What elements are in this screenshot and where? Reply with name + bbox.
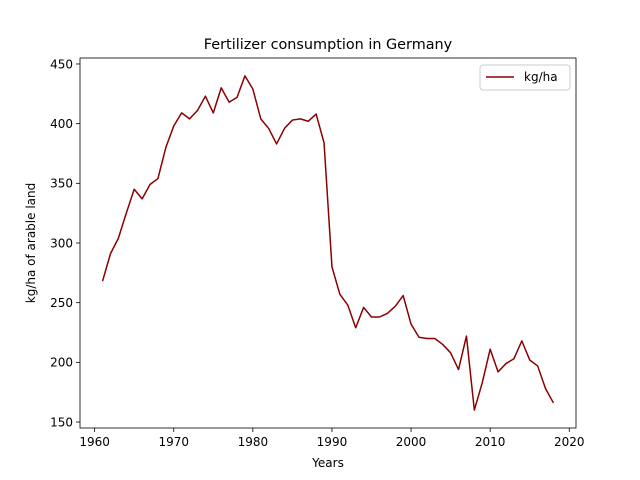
data-point-2006 xyxy=(458,369,460,371)
y-tick-label-400: 400 xyxy=(50,117,73,131)
data-point-1977 xyxy=(228,101,230,103)
data-point-1988 xyxy=(315,113,317,115)
data-point-1990 xyxy=(331,266,333,268)
x-axis-label: Years xyxy=(311,456,344,470)
series-line-0 xyxy=(101,75,555,411)
data-point-2004 xyxy=(442,344,444,346)
y-tick-label-350: 350 xyxy=(50,177,73,191)
data-point-2013 xyxy=(513,358,515,360)
data-point-1997 xyxy=(387,313,389,315)
x-tick-label-2010: 2010 xyxy=(475,435,506,449)
x-tick-label-1980: 1980 xyxy=(238,435,269,449)
y-tick-label-450: 450 xyxy=(50,57,73,71)
data-point-2005 xyxy=(450,352,452,354)
data-point-1967 xyxy=(149,184,151,186)
data-point-2018 xyxy=(553,402,555,404)
data-point-2015 xyxy=(529,359,531,361)
x-tick-label-2000: 2000 xyxy=(396,435,427,449)
data-point-1995 xyxy=(371,316,373,318)
data-point-1962 xyxy=(110,253,112,255)
data-point-1974 xyxy=(205,95,207,97)
data-point-1982 xyxy=(268,128,270,130)
x-tick-label-2020: 2020 xyxy=(554,435,585,449)
data-point-1961 xyxy=(102,280,104,282)
data-point-1972 xyxy=(189,118,191,120)
x-tick-label-1960: 1960 xyxy=(79,435,110,449)
data-point-2011 xyxy=(497,371,499,373)
data-point-2007 xyxy=(466,335,468,337)
data-point-1985 xyxy=(292,119,294,121)
y-tick-label-300: 300 xyxy=(50,236,73,250)
data-point-1996 xyxy=(379,316,381,318)
data-point-1965 xyxy=(133,188,135,190)
data-point-1993 xyxy=(355,327,357,329)
y-tick-label-250: 250 xyxy=(50,296,73,310)
data-point-2010 xyxy=(489,348,491,350)
data-point-1983 xyxy=(276,143,278,145)
data-point-2003 xyxy=(434,338,436,340)
y-tick-label-150: 150 xyxy=(50,415,73,429)
data-point-2008 xyxy=(474,409,476,411)
data-point-2012 xyxy=(505,363,507,365)
data-point-1971 xyxy=(181,112,183,114)
data-point-1979 xyxy=(244,75,246,77)
data-point-1986 xyxy=(300,118,302,120)
data-point-1998 xyxy=(394,305,396,307)
data-point-1963 xyxy=(118,237,120,239)
legend-label: kg/ha xyxy=(524,70,558,84)
data-point-1994 xyxy=(363,307,365,309)
x-tick-label-1990: 1990 xyxy=(317,435,348,449)
legend-box xyxy=(479,64,571,91)
data-point-2014 xyxy=(521,340,523,342)
data-point-1992 xyxy=(347,304,349,306)
data-point-2002 xyxy=(426,338,428,340)
data-point-1968 xyxy=(157,178,159,180)
x-tick-label-1970: 1970 xyxy=(158,435,189,449)
legend: kg/ha xyxy=(479,64,571,91)
data-point-1978 xyxy=(236,97,238,99)
y-axis-label: kg/ha of arable land xyxy=(24,183,38,303)
data-point-1989 xyxy=(323,142,325,144)
data-point-1964 xyxy=(125,212,127,214)
data-point-1966 xyxy=(141,198,143,200)
data-point-2016 xyxy=(537,365,539,367)
data-point-1975 xyxy=(213,112,215,114)
data-point-1970 xyxy=(173,125,175,127)
data-point-2001 xyxy=(418,336,420,338)
data-point-1976 xyxy=(220,87,222,89)
data-point-1973 xyxy=(197,110,199,112)
data-point-1969 xyxy=(165,147,167,149)
data-point-1980 xyxy=(252,88,254,90)
chart-title: Fertilizer consumption in Germany xyxy=(204,37,453,53)
data-point-2009 xyxy=(481,382,483,384)
data-point-1981 xyxy=(260,118,262,120)
data-point-1991 xyxy=(339,294,341,296)
data-point-2017 xyxy=(545,388,547,390)
data-point-2000 xyxy=(410,323,412,325)
data-point-1999 xyxy=(402,295,404,297)
y-tick-label-200: 200 xyxy=(50,356,73,370)
plot-area: 1960 1970 1980 1990 2000 2010 2020 150 200 250 300… xyxy=(50,57,584,449)
data-point-1987 xyxy=(307,120,309,122)
data-point-1984 xyxy=(284,128,286,130)
